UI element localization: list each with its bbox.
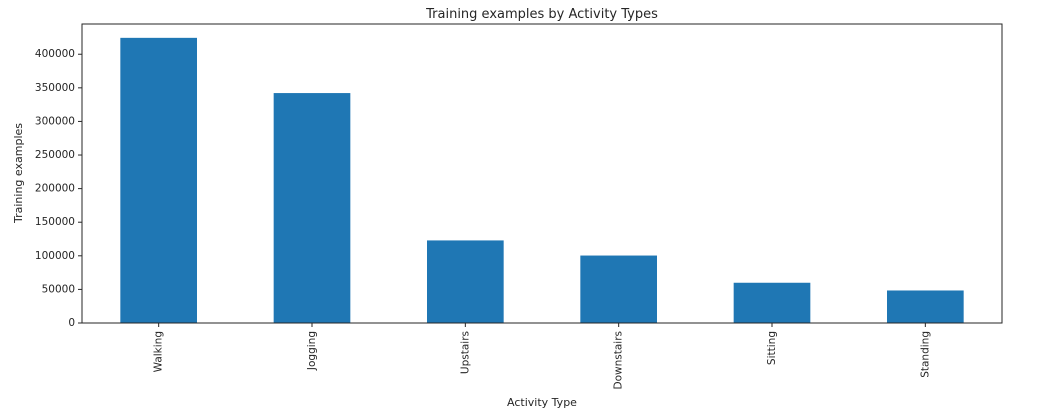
bar-walking xyxy=(120,37,197,324)
x-tick-label: Downstairs xyxy=(613,331,625,389)
bar-upstairs xyxy=(427,240,504,323)
bar-downstairs xyxy=(580,255,657,323)
x-tick-label: Upstairs xyxy=(459,331,471,374)
y-tick-label: 300000 xyxy=(35,115,75,127)
y-tick-label: 350000 xyxy=(35,82,75,94)
x-axis-label: Activity Type xyxy=(507,396,577,409)
bar-jogging xyxy=(273,93,351,323)
y-axis-ticks: 0 50000 100000 150000 200000 250000 300000 3500… xyxy=(35,48,82,329)
x-tick-label: Standing xyxy=(919,331,931,378)
x-tick-label: Sitting xyxy=(766,331,778,365)
chart-title: Training examples by Activity Types xyxy=(425,7,658,22)
y-tick-label: 250000 xyxy=(35,149,75,161)
y-tick-label: 0 xyxy=(68,317,75,329)
y-tick-label: 400000 xyxy=(35,48,75,60)
bars-layer xyxy=(120,37,964,324)
y-tick-label: 150000 xyxy=(35,216,75,228)
x-axis-ticks: Walking Jogging Upstairs Downstairs Sitting S… xyxy=(153,323,931,389)
y-tick-label: 200000 xyxy=(35,183,75,195)
bar-standing xyxy=(887,290,964,323)
x-tick-label: Jogging xyxy=(306,331,318,371)
y-tick-label: 50000 xyxy=(42,283,75,295)
x-tick-label: Walking xyxy=(153,331,165,372)
y-axis-label: Training examples xyxy=(12,123,25,224)
y-tick-label: 100000 xyxy=(35,250,75,262)
plot-frame xyxy=(81,23,1003,324)
bar-sitting xyxy=(733,282,811,323)
